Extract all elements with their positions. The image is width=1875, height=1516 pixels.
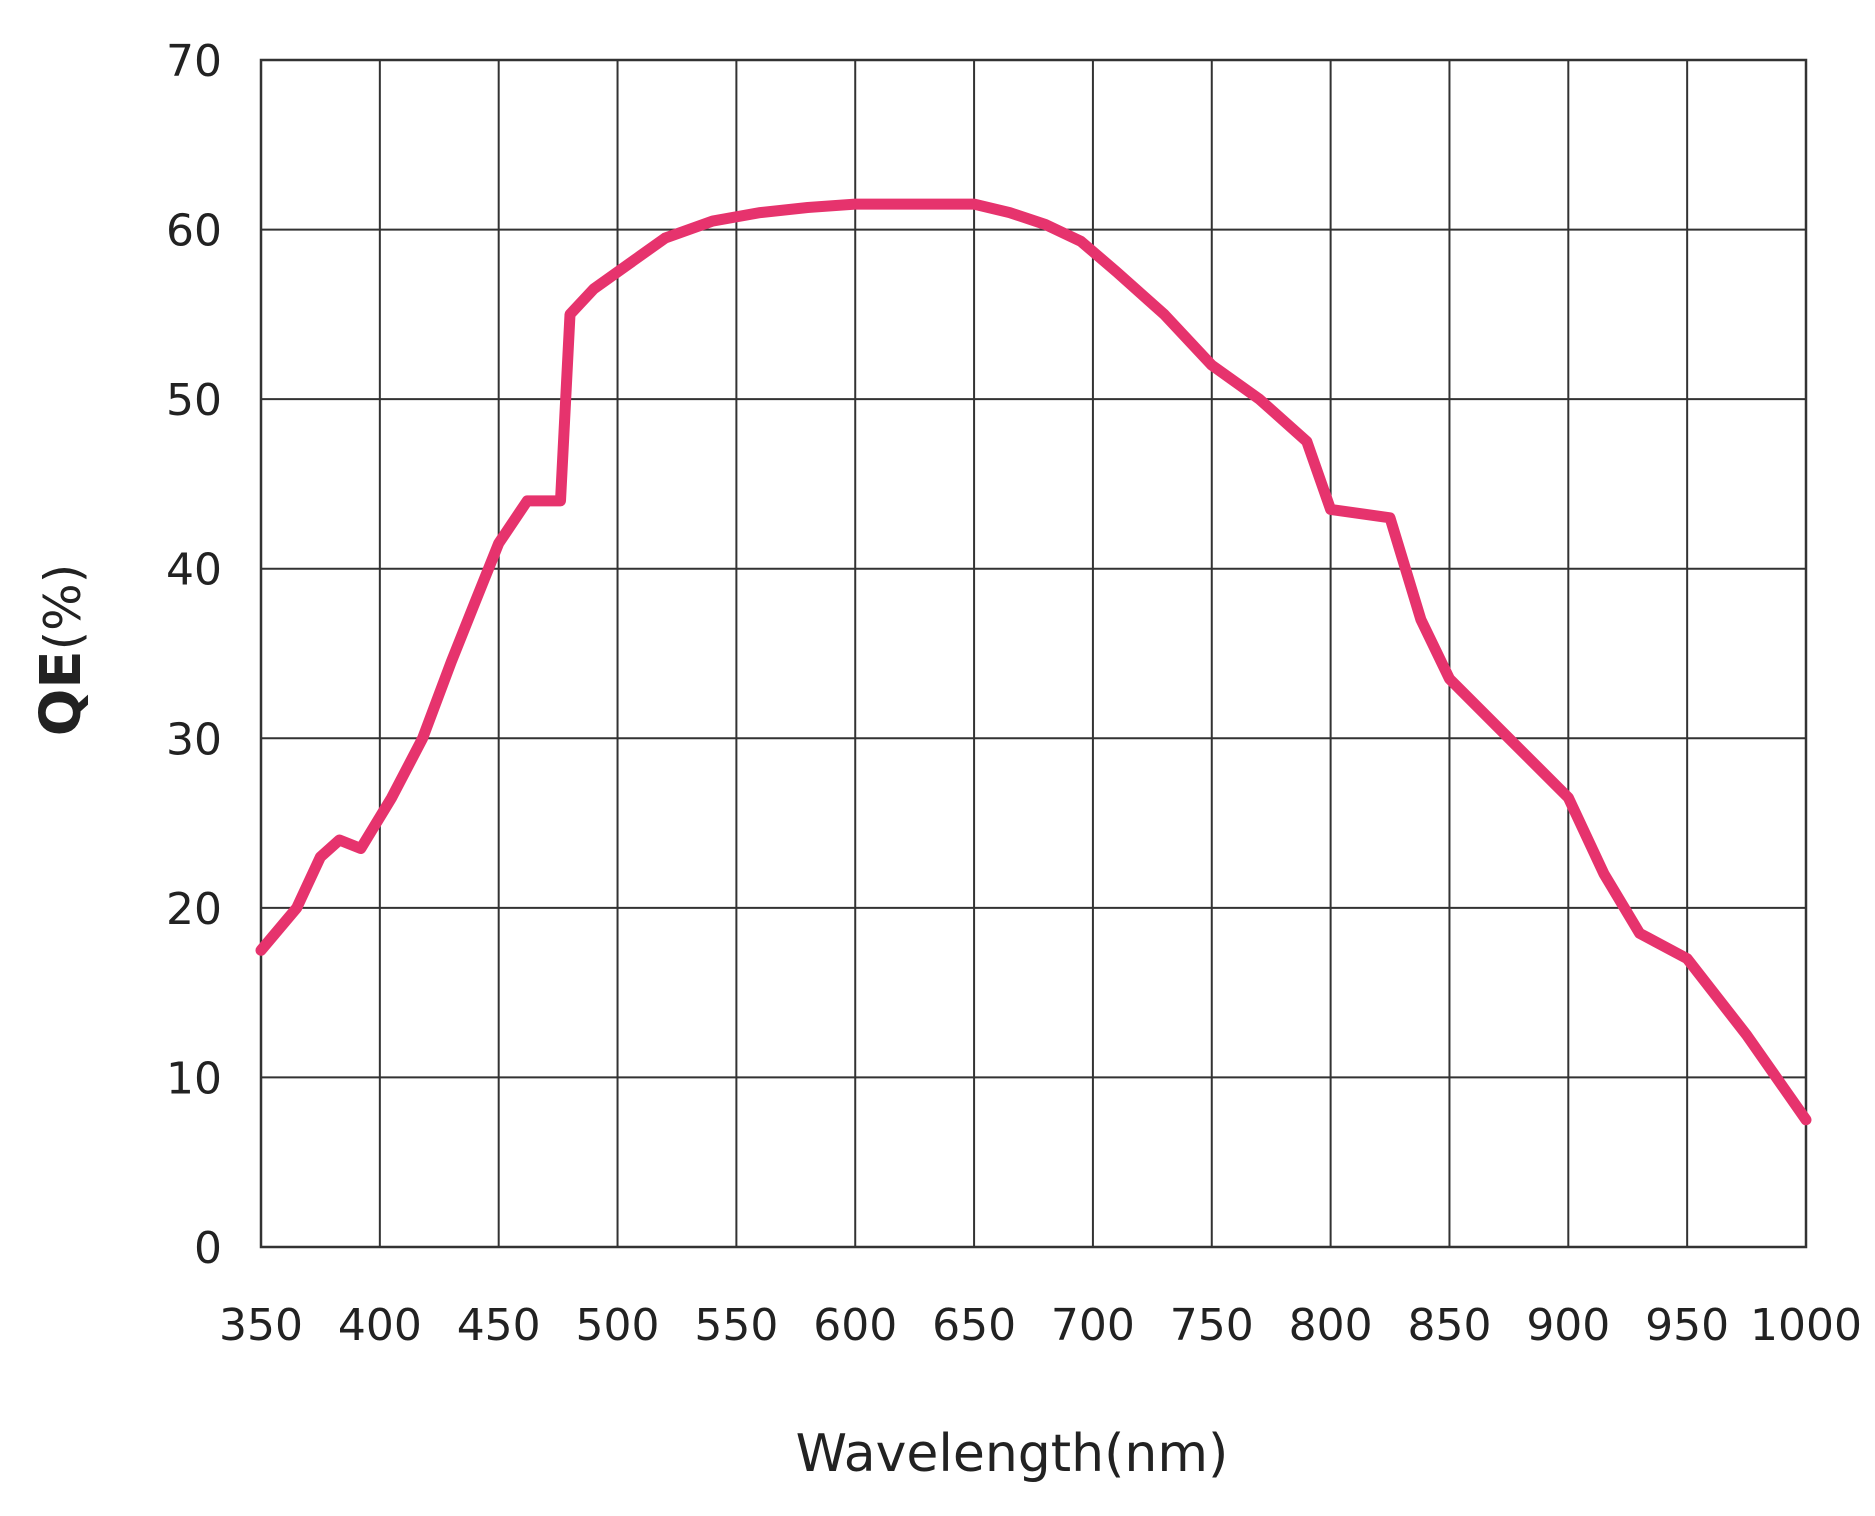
x-tick-label: 800 bbox=[1289, 1300, 1373, 1351]
series-group bbox=[255, 198, 1812, 1126]
x-tick-label: 750 bbox=[1170, 1300, 1254, 1351]
y-tick-label: 50 bbox=[166, 375, 222, 426]
x-tick-label: 700 bbox=[1051, 1300, 1135, 1351]
x-tick-label: 900 bbox=[1526, 1300, 1610, 1351]
x-tick-label: 450 bbox=[457, 1300, 541, 1351]
y-tick-label: 70 bbox=[166, 36, 222, 87]
qe-series-line bbox=[255, 198, 1812, 1126]
y-axis-title-unit: (%) bbox=[34, 564, 92, 651]
x-axis-title: Wavelength(nm) bbox=[796, 1424, 1229, 1484]
x-tick-label: 950 bbox=[1645, 1300, 1729, 1351]
y-tick-label: 30 bbox=[166, 714, 222, 765]
y-axis-title: QE(%) bbox=[29, 564, 94, 736]
y-axis-title-main: QE bbox=[29, 650, 94, 736]
x-tick-label: 350 bbox=[219, 1300, 303, 1351]
y-tick-label: 0 bbox=[194, 1223, 222, 1274]
x-tick-label: 850 bbox=[1407, 1300, 1491, 1351]
x-tick-label: 550 bbox=[694, 1300, 778, 1351]
x-tick-label: 1000 bbox=[1750, 1300, 1862, 1351]
grid-lines bbox=[260, 59, 1807, 1248]
x-tick-label: 600 bbox=[813, 1300, 897, 1351]
plot-frame bbox=[259, 58, 1808, 1249]
y-tick-label: 60 bbox=[166, 206, 222, 257]
x-tick-label: 400 bbox=[338, 1300, 422, 1351]
x-tick-labels: 350 400 450 500 550 600 650 700 750 800 850 900 950 1… bbox=[219, 1300, 1862, 1351]
y-tick-labels: 0 10 20 30 40 50 60 70 bbox=[166, 36, 222, 1274]
y-tick-label: 20 bbox=[166, 884, 222, 935]
x-tick-label: 650 bbox=[932, 1300, 1016, 1351]
y-tick-label: 40 bbox=[166, 545, 222, 596]
x-tick-label: 500 bbox=[576, 1300, 660, 1351]
y-tick-label: 10 bbox=[166, 1053, 222, 1104]
